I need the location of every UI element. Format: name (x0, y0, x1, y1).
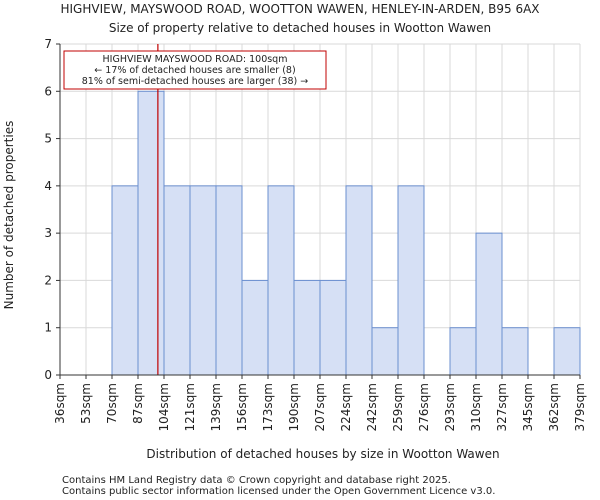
x-tick-label-139sqm: 139sqm (209, 383, 223, 431)
chart-title: HIGHVIEW, MAYSWOOD ROAD, WOOTTON WAWEN, … (60, 2, 539, 16)
x-tick-label-276sqm: 276sqm (417, 383, 431, 431)
axis-layer (56, 43, 581, 379)
bar-173sqm (267, 185, 295, 376)
x-tick-label-259sqm: 259sqm (391, 383, 405, 431)
bar-70sqm (111, 185, 139, 376)
bar-156sqm (241, 279, 269, 376)
y-tick-label-4: 4 (44, 179, 52, 193)
bar-190sqm (293, 279, 321, 376)
bar-104sqm (163, 185, 191, 376)
x-tick-label-53sqm: 53sqm (79, 383, 93, 424)
y-tick-label-6: 6 (44, 84, 52, 98)
marker-annotation: HIGHVIEW MAYSWOOD ROAD: 100sqm ← 17% of … (63, 50, 327, 90)
x-tick-label-310sqm: 310sqm (469, 383, 483, 431)
annotation-box (63, 50, 327, 90)
x-tick-label-70sqm: 70sqm (105, 383, 119, 424)
chart-subtitle: Size of property relative to detached ho… (109, 21, 491, 35)
bar-207sqm (319, 279, 347, 376)
y-axis-label: Number of detached properties (2, 121, 16, 310)
bar-242sqm (371, 327, 399, 376)
bar-121sqm (189, 185, 217, 376)
y-tick-label-2: 2 (44, 273, 52, 287)
bar-224sqm (345, 185, 373, 376)
bar-259sqm (397, 185, 425, 376)
x-tick-label-87sqm: 87sqm (131, 383, 145, 424)
x-tick-label-293sqm: 293sqm (443, 383, 457, 431)
x-axis-label: Distribution of detached houses by size … (146, 447, 499, 461)
x-tick-label-224sqm: 224sqm (339, 383, 353, 431)
x-tick-labels: 36sqm 53sqm 70sqm 87sqm 104sqm 121sqm 139sqm 15… (53, 383, 587, 431)
y-tick-labels: 0 1 2 3 4 5 6 7 (44, 37, 52, 382)
x-tick-label-242sqm: 242sqm (365, 383, 379, 431)
bar-310sqm (475, 232, 503, 376)
x-tick-label-327sqm: 327sqm (495, 383, 509, 431)
y-tick-label-3: 3 (44, 226, 52, 240)
x-tick-label-345sqm: 345sqm (521, 383, 535, 431)
x-tick-label-36sqm: 36sqm (53, 383, 67, 424)
x-tick-label-362sqm: 362sqm (547, 383, 561, 431)
x-tick-label-156sqm: 156sqm (235, 383, 249, 431)
annotation-smaller: ← 17% of detached houses are smaller (8) (94, 65, 295, 76)
y-tick-label-7: 7 (44, 37, 52, 51)
bar-362sqm (553, 327, 581, 376)
y-tick-label-0: 0 (44, 368, 52, 382)
x-tick-label-379sqm: 379sqm (573, 383, 587, 431)
bar-139sqm (215, 185, 243, 376)
bars-layer (111, 90, 581, 376)
y-tick-label-1: 1 (44, 321, 52, 335)
bar-87sqm (137, 90, 165, 376)
x-tick-label-173sqm: 173sqm (261, 383, 275, 431)
annotation-larger: 81% of semi-detached houses are larger (… (82, 76, 309, 87)
y-tick-label-5: 5 (44, 132, 52, 146)
annotation-title: HIGHVIEW MAYSWOOD ROAD: 100sqm (103, 54, 288, 65)
bar-293sqm (449, 327, 477, 376)
x-tick-label-207sqm: 207sqm (313, 383, 327, 431)
footer-line-2: Contains public sector information licen… (62, 486, 495, 497)
x-tick-label-190sqm: 190sqm (287, 383, 301, 431)
x-tick-label-121sqm: 121sqm (183, 383, 197, 431)
x-tick-label-104sqm: 104sqm (157, 383, 171, 431)
bar-327sqm (501, 327, 529, 376)
footer-line-1: Contains HM Land Registry data © Crown c… (62, 475, 451, 486)
